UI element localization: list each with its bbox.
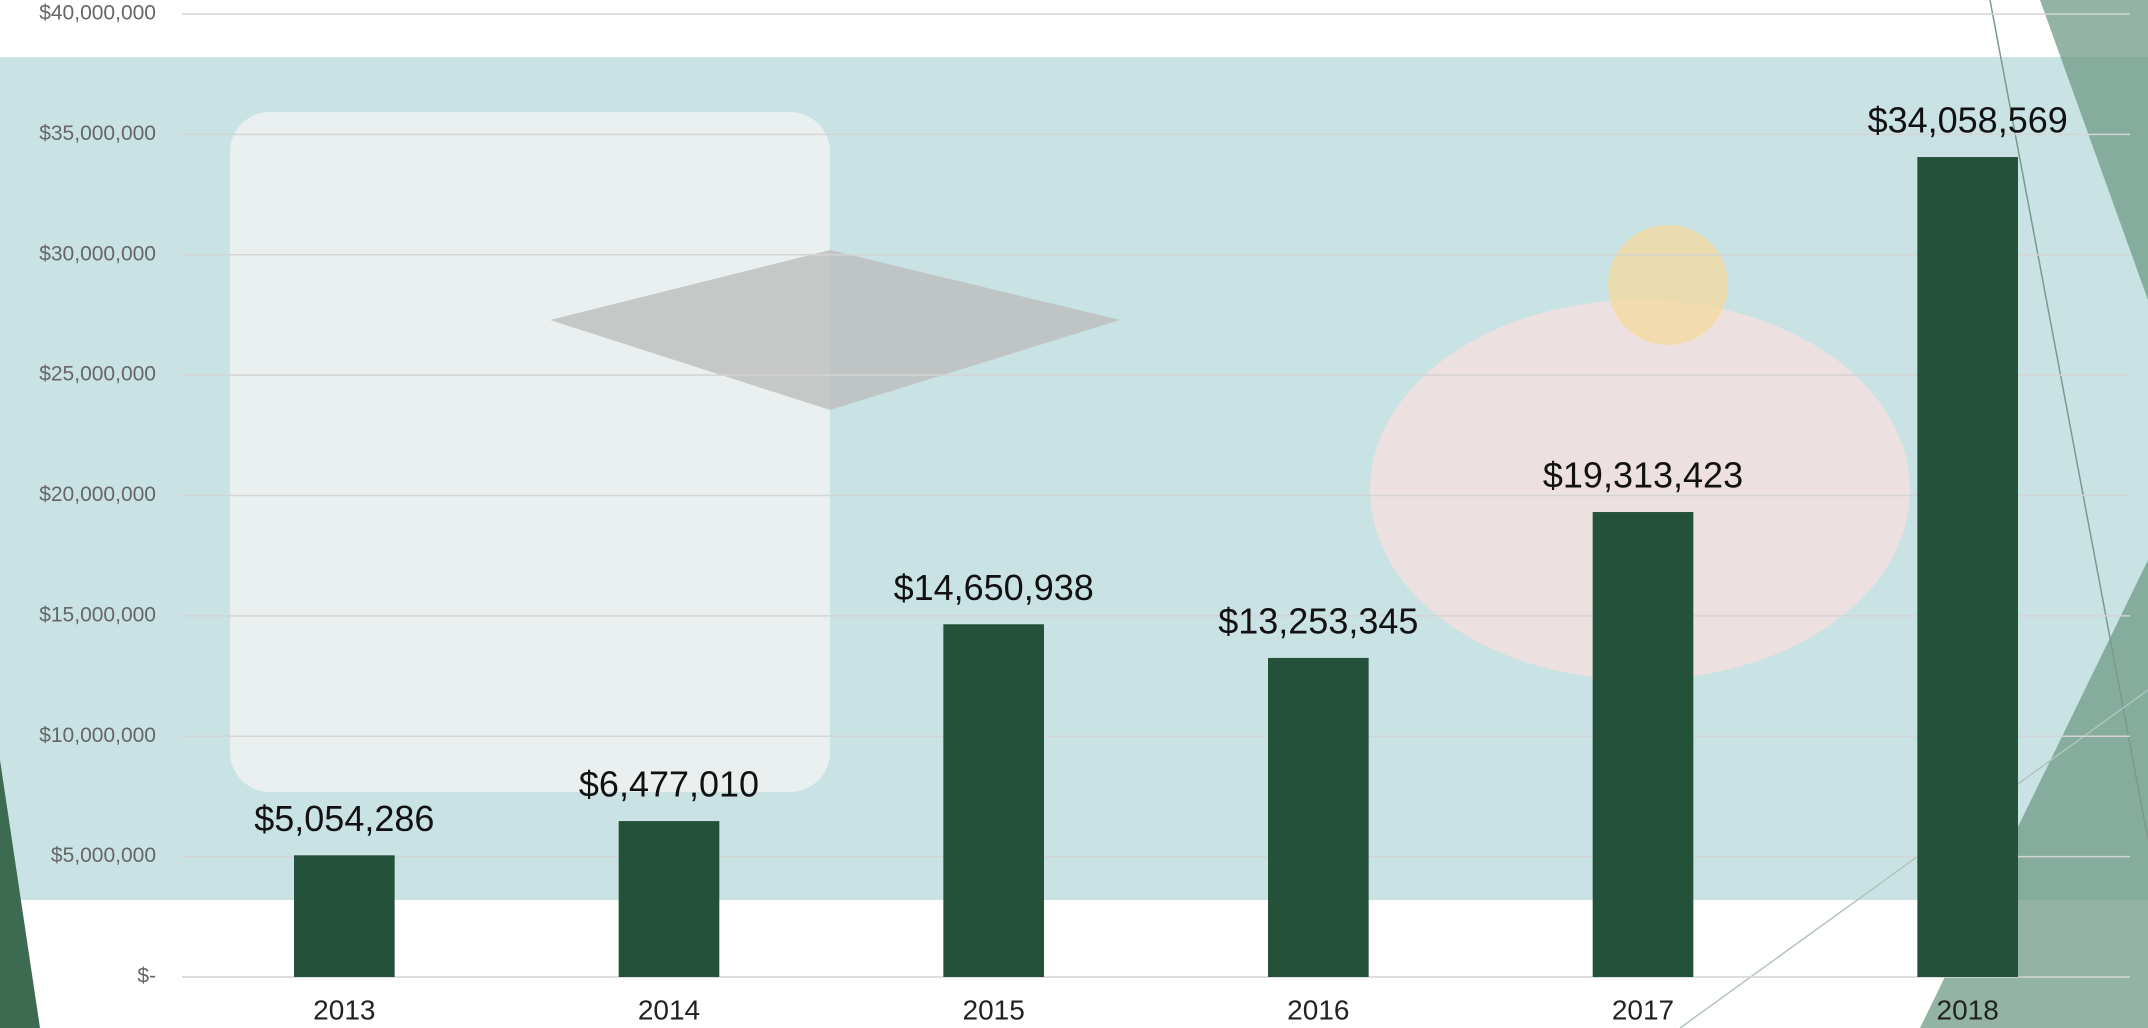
value-label: $13,253,345 <box>1218 600 1418 641</box>
y-tick-label: $10,000,000 <box>39 724 156 747</box>
value-label: $19,313,423 <box>1543 455 1743 496</box>
x-tick-label: 2018 <box>1937 994 1999 1025</box>
x-tick-label: 2013 <box>313 994 375 1025</box>
x-tick-label: 2014 <box>638 994 700 1025</box>
decor-pig <box>1370 300 1910 680</box>
y-tick-label: $30,000,000 <box>39 242 156 265</box>
x-tick-label: 2017 <box>1612 994 1674 1025</box>
decor-coin <box>1608 225 1728 345</box>
bar <box>1917 157 2018 978</box>
decor-cap <box>550 250 1120 410</box>
y-tick-label: $25,000,000 <box>39 363 156 386</box>
value-label: $34,058,569 <box>1868 100 2068 141</box>
decor-triangle <box>0 760 40 1028</box>
y-tick-label: $15,000,000 <box>39 603 156 626</box>
bar <box>294 855 395 977</box>
bar <box>618 821 720 977</box>
decor-triangle <box>1920 0 2148 1028</box>
value-label: $14,650,938 <box>894 567 1094 608</box>
bar <box>1592 512 1694 977</box>
x-tick-label: 2016 <box>1287 994 1349 1025</box>
decor-line <box>1679 689 2148 1028</box>
y-tick-label: $35,000,000 <box>39 122 156 145</box>
y-tick-label: $- <box>137 965 156 988</box>
x-tick-label: 2015 <box>963 994 1025 1025</box>
decor-scroll <box>230 112 830 792</box>
y-tick-label: $40,000,000 <box>39 2 156 25</box>
value-label: $6,477,010 <box>579 764 759 805</box>
y-tick-label: $5,000,000 <box>51 844 156 867</box>
bar <box>1268 657 1369 977</box>
y-tick-label: $20,000,000 <box>39 483 156 506</box>
value-label: $5,054,286 <box>254 798 434 839</box>
decor-line <box>1989 0 2148 841</box>
bar <box>943 624 1044 977</box>
